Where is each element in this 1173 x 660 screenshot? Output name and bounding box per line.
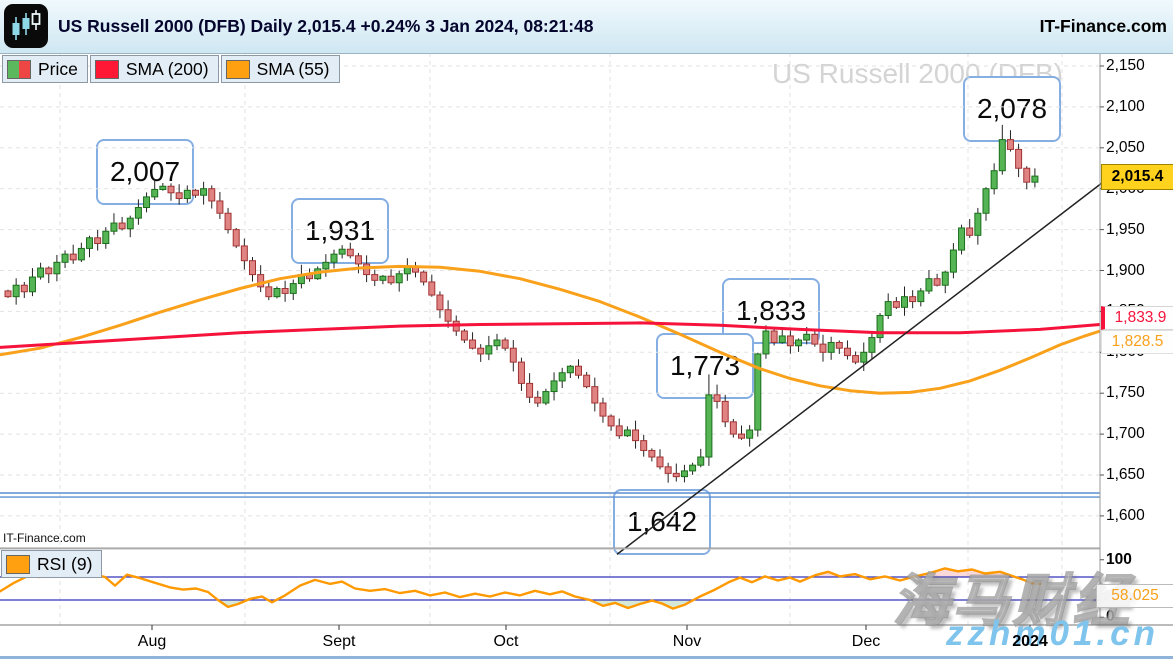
sma55-swatch-icon (225, 59, 250, 79)
y-axis-tick: 1,950 (1106, 220, 1145, 238)
legend-sma200-label: SMA (200) (125, 58, 209, 79)
legend-sma55-label: SMA (55) (256, 58, 330, 79)
legend-price[interactable]: Price (2, 55, 88, 83)
x-axis-label: 2024 (1012, 633, 1048, 650)
last-price-marker: 2,015.4 (1101, 164, 1173, 190)
y-axis-tick: 1,750 (1106, 384, 1145, 402)
legend-sma55[interactable]: SMA (55) (220, 55, 340, 83)
price-swatch-icon (7, 59, 31, 79)
site-watermark-url: zzhm01.cn (946, 614, 1159, 653)
price-annotation[interactable]: 2,078 (963, 76, 1061, 142)
y-axis-tick: 1,600 (1106, 506, 1145, 524)
legend-rsi-label: RSI (9) (37, 553, 93, 574)
bottom-border (0, 656, 1173, 659)
y-axis-tick: 1,700 (1106, 425, 1145, 443)
rsi-swatch-icon (6, 554, 30, 574)
x-axis-label: Dec (851, 633, 881, 650)
legend-price-label: Price (38, 58, 78, 79)
x-axis-label: Sept (322, 633, 356, 650)
x-axis-label: Oct (493, 633, 519, 650)
rsi-axis-tick: 100 (1106, 550, 1132, 568)
app-logo-icon (4, 4, 48, 48)
legend-rsi[interactable]: RSI (9) (1, 550, 103, 578)
sma200-swatch-icon (94, 59, 119, 79)
price-annotation[interactable]: 2,007 (96, 139, 194, 205)
title-bar: US Russell 2000 (DFB) Daily 2,015.4 +0.2… (0, 0, 1173, 54)
sma55-value-marker: 1,828.5 (1101, 330, 1173, 354)
sma200-value-marker: 1,833.9 (1101, 306, 1173, 330)
rsi-axis-tick: 0 (1106, 608, 1115, 626)
y-axis-tick: 2,150 (1106, 57, 1145, 74)
y-axis-tick: 2,050 (1106, 138, 1145, 156)
chart-footer-note: IT-Finance.com (3, 531, 86, 545)
x-axis-label: Aug (137, 633, 167, 650)
brand-link[interactable]: IT-Finance.com (1039, 16, 1167, 36)
site-watermark-cn: 海马财经 (892, 568, 1133, 633)
y-axis-tick: 2,100 (1106, 97, 1145, 115)
legend-sma200[interactable]: SMA (200) (89, 55, 219, 83)
rsi-value-marker: 58.025 (1096, 584, 1173, 608)
y-axis-tick: 1,900 (1106, 261, 1145, 279)
chart-title: US Russell 2000 (DFB) Daily 2,015.4 +0.2… (58, 16, 594, 36)
y-axis-tick: 1,650 (1106, 466, 1145, 483)
indicator-legend-row: Price SMA (200) SMA (55) (2, 55, 340, 83)
x-axis-label: Nov (672, 633, 702, 650)
